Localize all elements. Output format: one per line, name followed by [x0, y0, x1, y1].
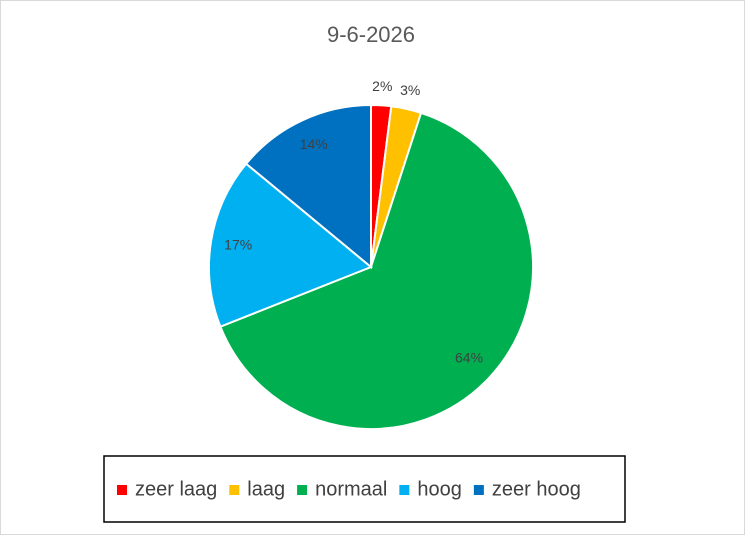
legend-swatch	[473, 485, 484, 495]
data-label: 64%	[455, 350, 483, 366]
pie: 2% 3% 64% 17% 14%	[208, 78, 534, 430]
legend-swatch	[229, 485, 240, 495]
data-label: 3%	[400, 82, 420, 98]
legend: zeer laag laag normaal hoog zeer hoog	[117, 478, 581, 500]
data-label: 17%	[224, 237, 252, 253]
legend-label: hoog	[417, 478, 462, 500]
legend-label: zeer hoog	[492, 478, 581, 500]
pie-slice	[244, 103, 372, 270]
chart-title: 9-6-2026	[327, 22, 415, 47]
legend-label: zeer laag	[135, 478, 217, 500]
pie-slice	[219, 111, 534, 430]
legend-box	[103, 455, 626, 523]
legend-swatch	[297, 485, 308, 495]
data-label: 14%	[300, 136, 328, 152]
legend-swatch	[117, 485, 127, 495]
data-label: 2%	[372, 78, 392, 94]
legend-label: laag	[247, 478, 285, 500]
legend-label: normaal	[315, 478, 387, 500]
legend-swatch	[399, 485, 410, 495]
pie-slice	[208, 162, 373, 328]
